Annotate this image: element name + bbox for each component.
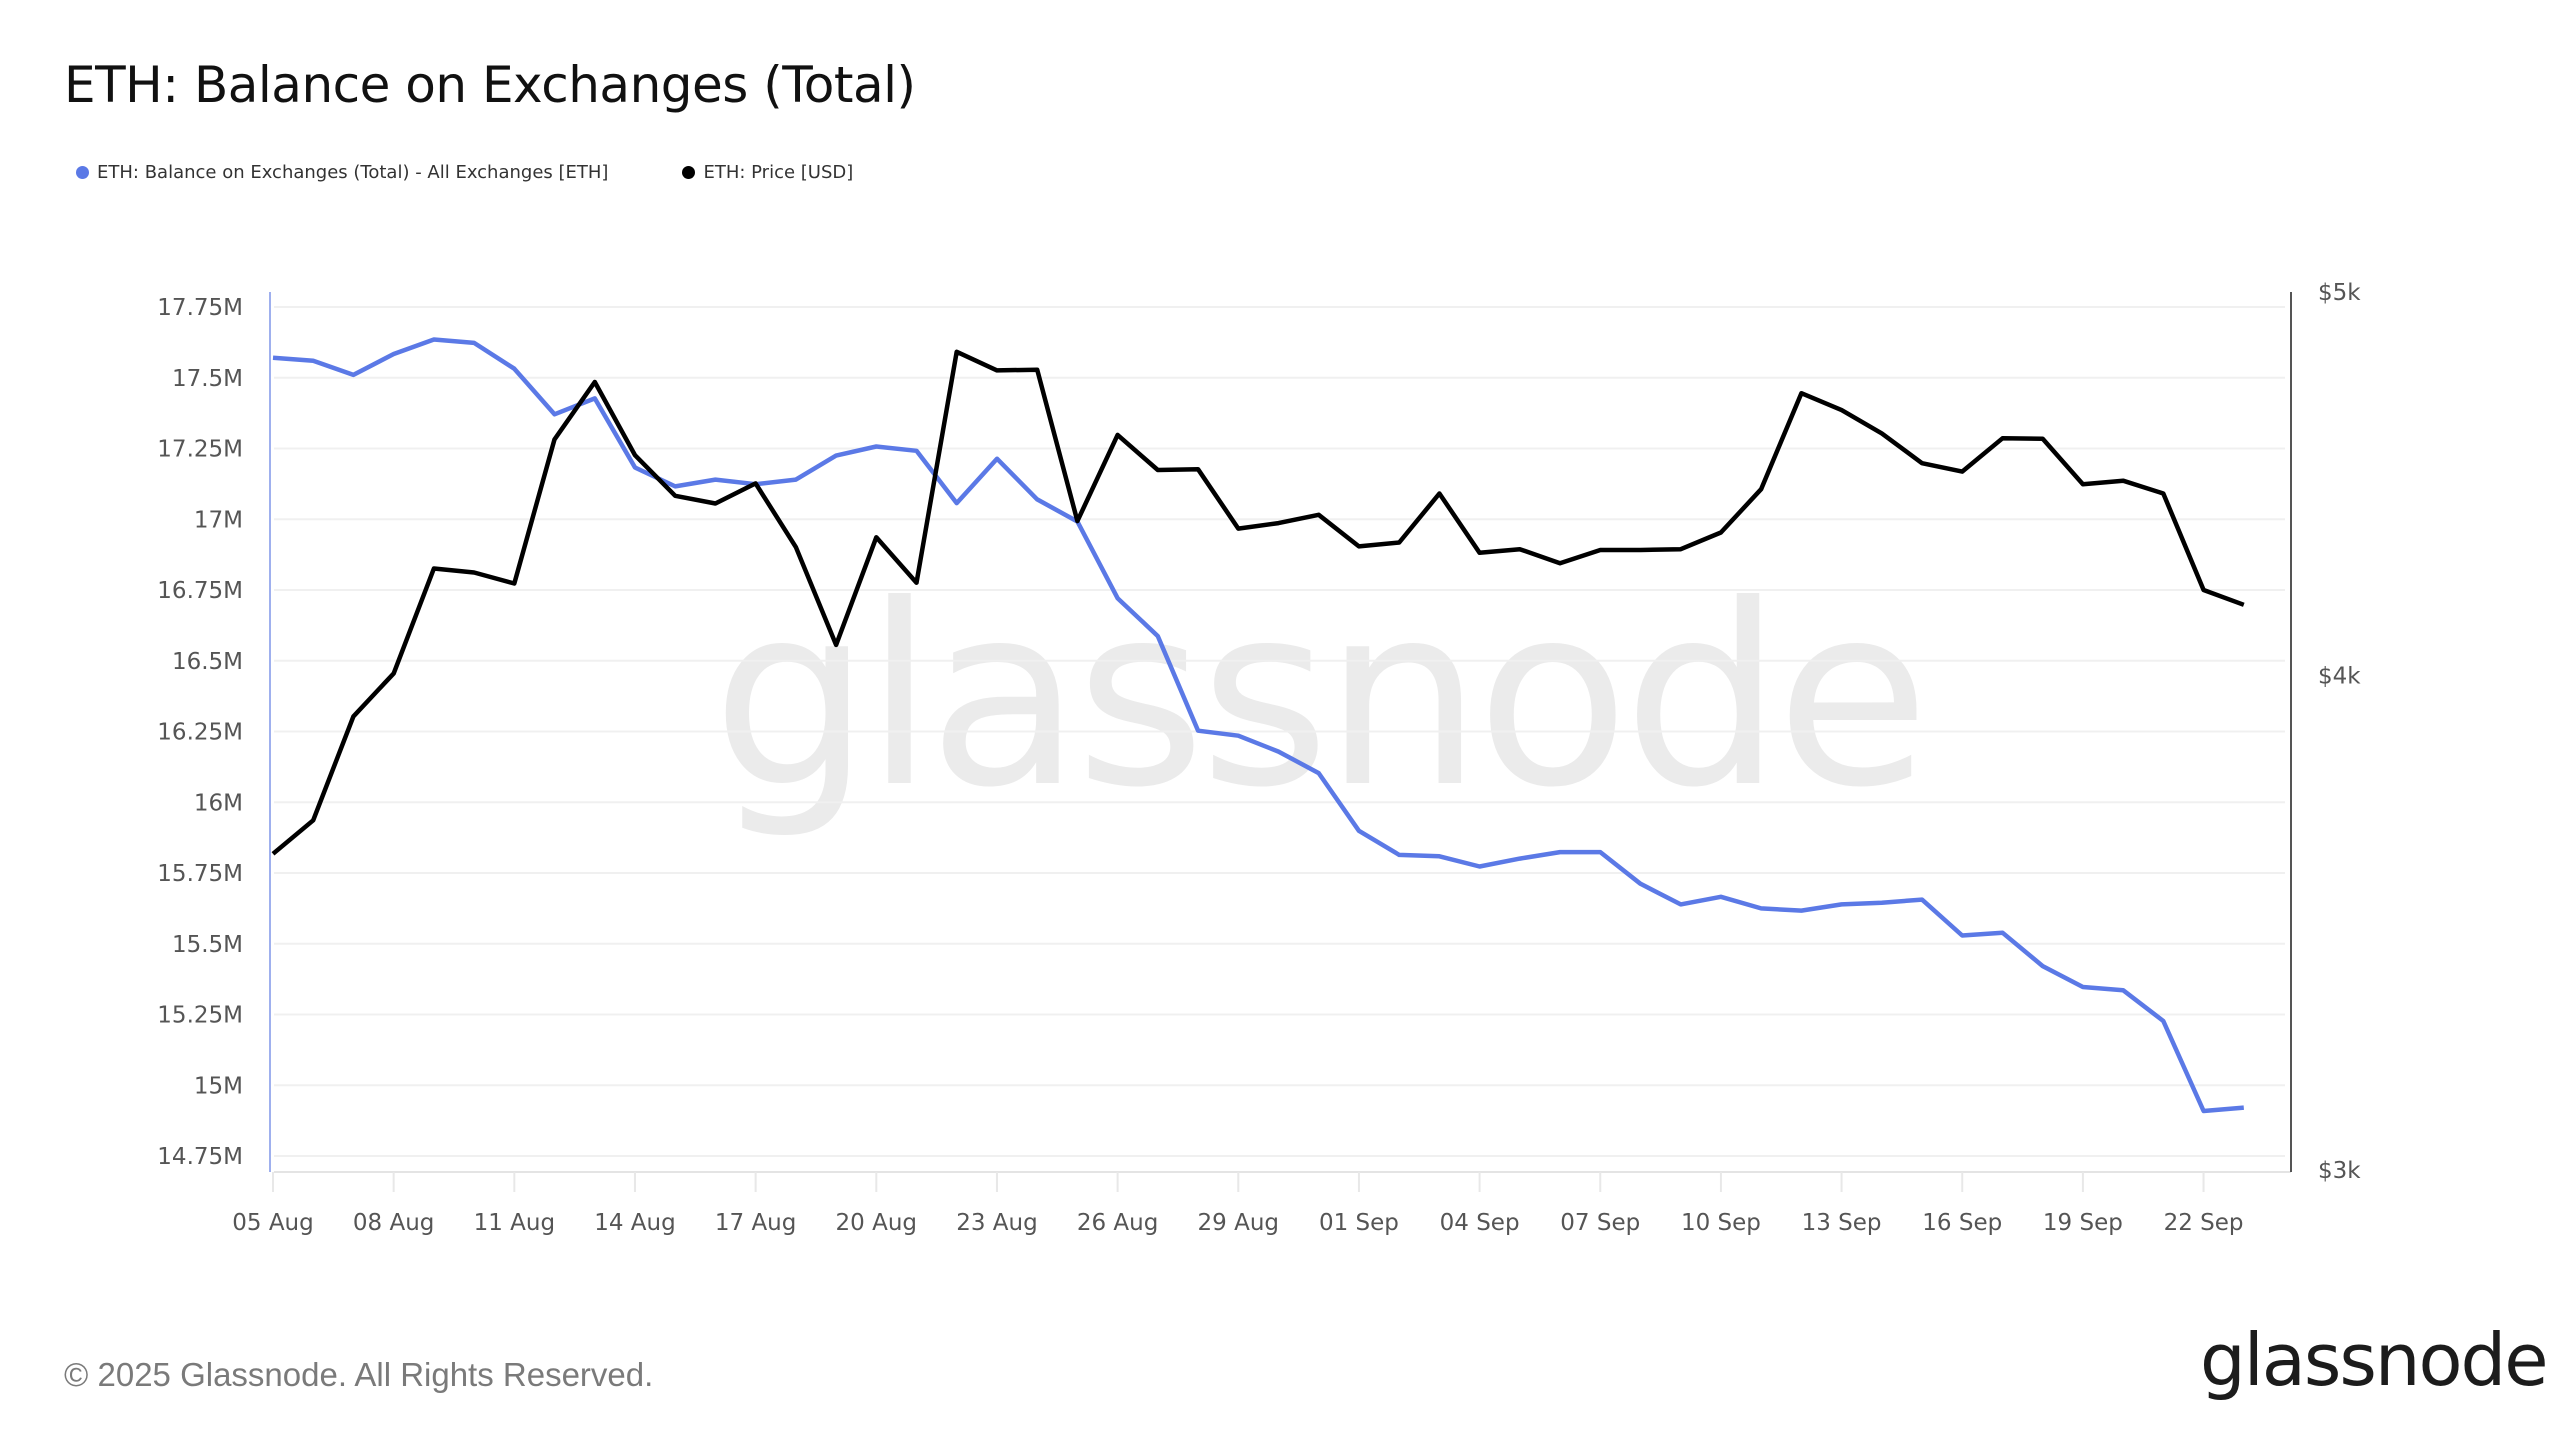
price-line[interactable] [271,349,2245,856]
legend-label-balance: ETH: Balance on Exchanges (Total) - All … [97,162,609,183]
y-left-tick-label: 15.25M [157,1003,243,1029]
legend-label-price: ETH: Price [USD] [703,162,854,183]
y-left-tick-label: 14.75M [157,1144,243,1170]
x-tick-label: 07 Sep [1560,1210,1640,1236]
y-left-tick-label: 17.75M [157,295,243,321]
x-tick-label: 10 Sep [1681,1210,1761,1236]
y-left-tick-label: 17.5M [172,366,243,392]
x-tick-label: 13 Sep [1802,1210,1882,1236]
y-left-tick-label: 15.75M [157,861,243,887]
y-left-tick-label: 16.25M [157,720,243,746]
x-tick-label: 20 Aug [836,1210,918,1236]
x-tick-label: 04 Sep [1440,1210,1520,1236]
y-left-tick-label: 16M [194,790,243,816]
x-tick-label: 16 Sep [1922,1210,2002,1236]
y-left-tick-label: 15M [194,1073,243,1099]
x-tick-label: 23 Aug [956,1210,1038,1236]
y-left-tick-label: 15.5M [172,932,243,958]
y-left-tick-label: 16.5M [172,649,243,675]
legend-item-price[interactable]: ETH: Price [USD] [682,162,853,183]
balance-line[interactable] [272,337,2244,1114]
x-tick-label: 22 Sep [2164,1210,2244,1236]
x-tick-label: 11 Aug [474,1210,556,1236]
x-axis: 05 Aug 08 Aug 11 Aug 14 Aug 17 Aug 20 Aug 23 A… [232,1171,2291,1236]
chart-title: ETH: Balance on Exchanges (Total) [64,56,916,114]
legend: ETH: Balance on Exchanges (Total) - All … [76,162,927,183]
y-right-tick-label: $5k [2318,280,2361,306]
x-tick-label: 17 Aug [715,1210,797,1236]
x-tick-label: 26 Aug [1077,1210,1159,1236]
legend-dot-price-icon [682,166,696,179]
y-right-tick-label: $4k [2318,664,2361,690]
chart-plot[interactable]: glassnode 05 Aug 08 Aug 11 Aug 14 Aug 17 Aug… [0,0,2560,1300]
legend-item-balance[interactable]: ETH: Balance on Exchanges (Total) - All … [76,162,608,183]
y-axis-left: 17.75M 17.5M 17.25M 17M 16.75M 16.5M 16.25M 16M… [157,292,271,1172]
y-left-tick-label: 16.75M [157,578,243,604]
x-tick-label: 29 Aug [1198,1210,1280,1236]
x-tick-label: 01 Sep [1319,1210,1399,1236]
y-left-tick-label: 17M [194,507,243,533]
x-tick-label: 19 Sep [2043,1210,2123,1236]
y-left-tick-label: 17.25M [157,437,243,463]
y-right-tick-label: $3k [2318,1158,2361,1184]
x-tick-label: 05 Aug [232,1210,314,1236]
y-axis-right: $5k $4k $3k [2290,280,2361,1184]
x-tick-label: 14 Aug [594,1210,676,1236]
gridlines [274,306,2285,1157]
x-tick-label: 08 Aug [353,1210,435,1236]
copyright-text: © 2025 Glassnode. All Rights Reserved. [64,1356,654,1393]
glassnode-logo: glassnode [2200,1318,2549,1402]
legend-dot-balance-icon [76,166,89,179]
watermark: glassnode [712,551,1924,842]
